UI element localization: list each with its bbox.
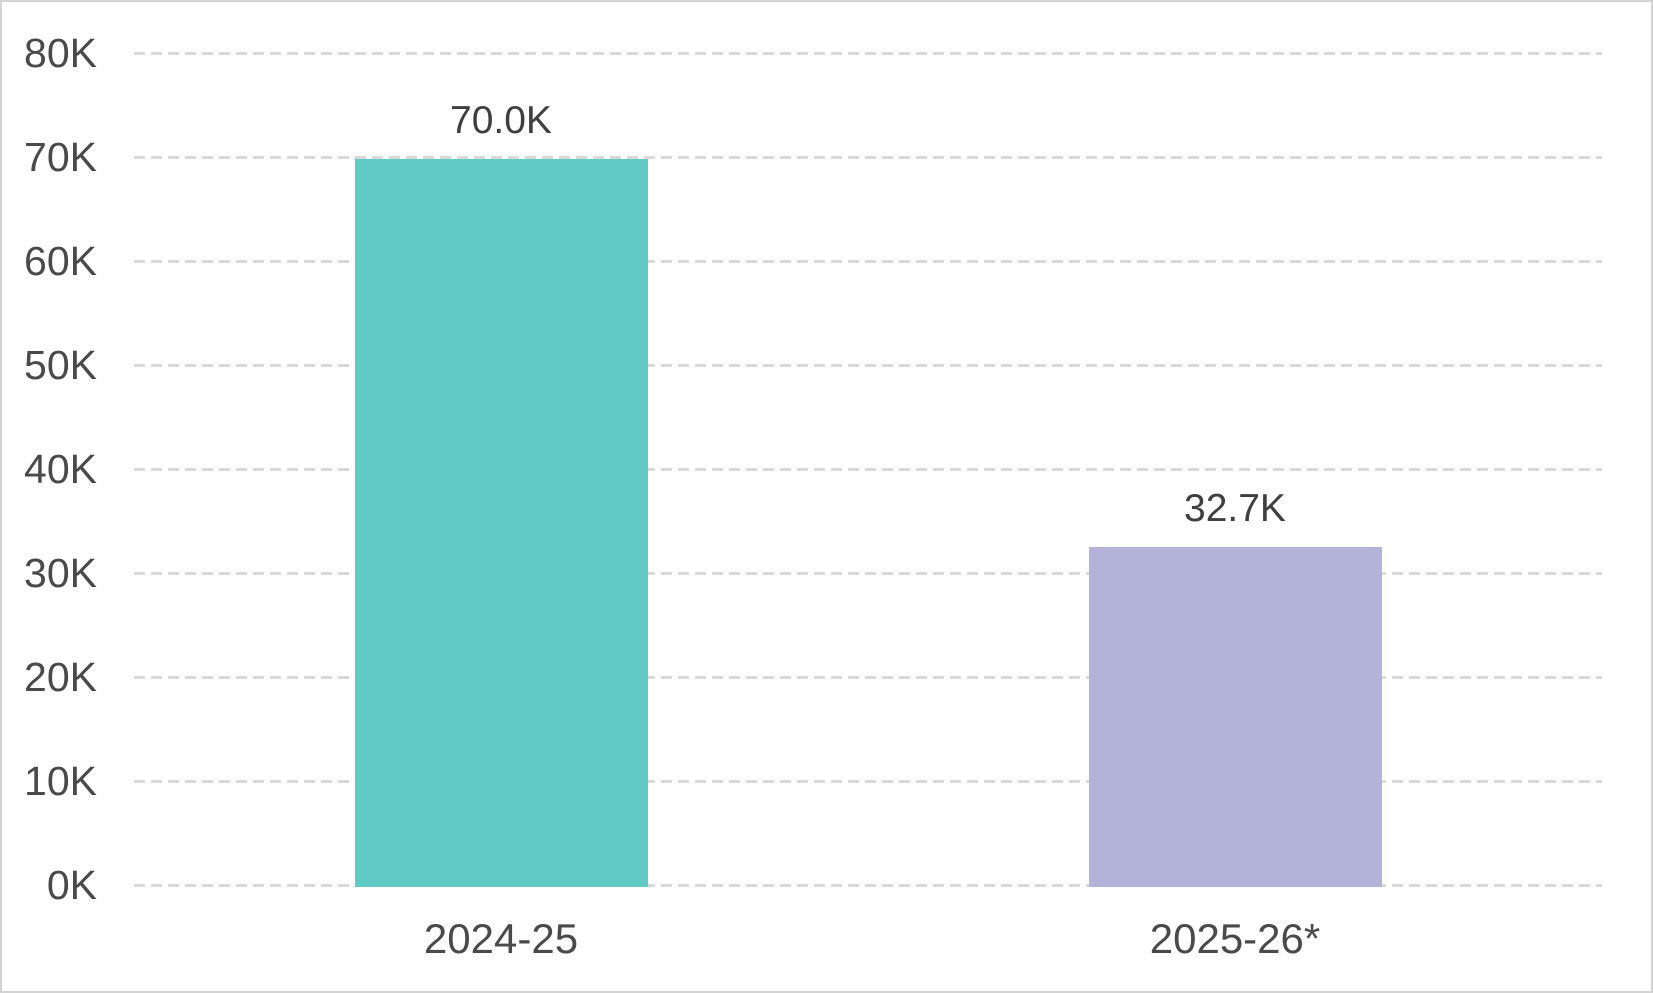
- y-tick-label-50K: 50K: [24, 342, 97, 388]
- y-tick-label-70K: 70K: [24, 134, 97, 180]
- y-tick-label-60K: 60K: [24, 238, 97, 284]
- x-tick-label-2025-26*: 2025-26*: [1149, 915, 1321, 962]
- gridline-10K: [134, 779, 1602, 783]
- data-label-2024-25: 70.0K: [450, 99, 552, 142]
- gridline-80K: [134, 51, 1602, 55]
- gridline-20K: [134, 675, 1602, 679]
- gridline-60K: [134, 259, 1602, 263]
- gridline-0K: [134, 883, 1602, 887]
- x-tick-label-2024-25: 2024-25: [423, 915, 579, 962]
- y-tick-label-80K: 80K: [24, 30, 97, 76]
- gridline-30K: [134, 571, 1602, 575]
- y-tick-label-40K: 40K: [24, 446, 97, 492]
- data-label-2025-26*: 32.7K: [1184, 487, 1286, 530]
- gridline-50K: [134, 363, 1602, 367]
- gridline-70K: [134, 155, 1602, 159]
- y-tick-label-10K: 10K: [24, 758, 97, 804]
- bar-2024-25: [355, 159, 648, 887]
- gridline-40K: [134, 467, 1602, 471]
- bar-2025-26*: [1089, 547, 1382, 887]
- y-tick-label-0K: 0K: [46, 862, 97, 908]
- y-tick-label-30K: 30K: [24, 550, 97, 596]
- y-tick-label-20K: 20K: [24, 654, 97, 700]
